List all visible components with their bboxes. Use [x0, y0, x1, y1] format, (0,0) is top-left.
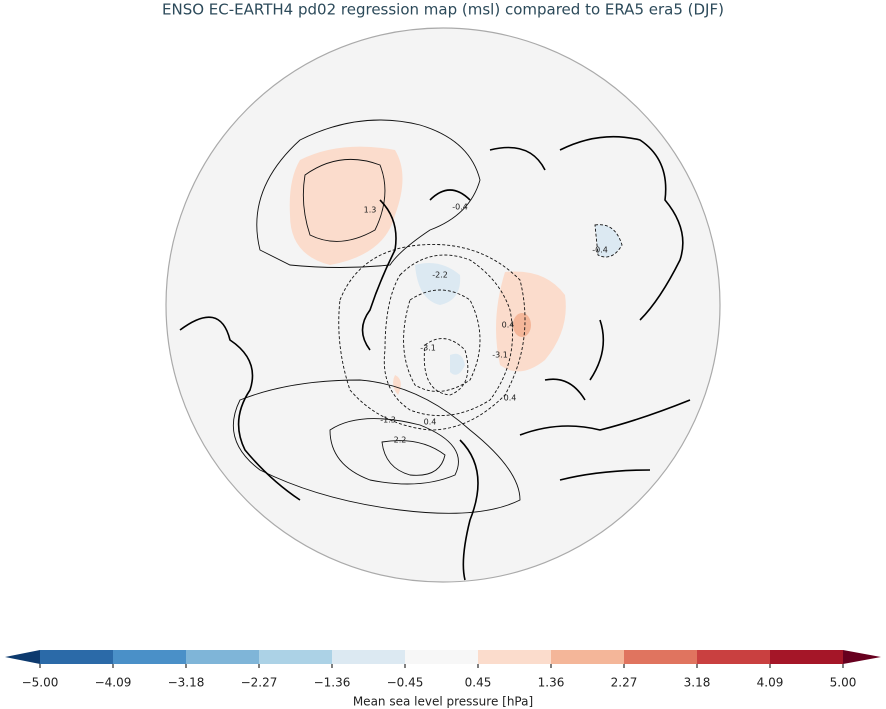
contour	[329, 418, 459, 485]
colorbar-tick-label: 2.27	[611, 676, 638, 690]
colorbar-segment	[405, 650, 478, 664]
colorbar-tick-label: 0.45	[465, 676, 492, 690]
contour-label: -3.1	[492, 351, 508, 360]
contour	[381, 440, 446, 476]
colorbar-extend-low	[5, 650, 40, 664]
colorbar-tick-label: −1.36	[314, 676, 351, 690]
contour-label: 2.2	[394, 436, 407, 445]
contour-label: -2.2	[432, 271, 448, 280]
colorbar-tick-label: −2.27	[241, 676, 278, 690]
contour	[594, 224, 623, 258]
colorbar-segment	[332, 650, 405, 664]
anomaly-negative	[450, 353, 465, 375]
colorbar-tick-label: −4.09	[95, 676, 132, 690]
anomaly-positive	[513, 313, 531, 337]
colorbar-label: Mean sea level pressure [hPa]	[353, 695, 533, 709]
anomaly-negative	[595, 224, 622, 258]
contour-label: -3.1	[420, 344, 436, 353]
colorbar-tick-label: −5.00	[22, 676, 59, 690]
map-disc	[165, 27, 721, 583]
anomaly-positive	[289, 146, 403, 265]
contour	[423, 338, 469, 396]
colorbar-tick-label: 3.18	[684, 676, 711, 690]
contour	[338, 244, 526, 431]
contour	[302, 158, 386, 242]
map: 1.3 -0.4 -2.2 -3.1 -3.1 0.4 0.4 -1.3 0.4…	[165, 27, 721, 583]
colorbar-segment	[259, 650, 332, 664]
colorbar-segment	[113, 650, 186, 664]
colorbar-tick-label: 5.00	[830, 676, 857, 690]
colorbar-segment	[770, 650, 843, 664]
colorbar-segment	[551, 650, 624, 664]
colorbar-tick-label: 4.09	[757, 676, 784, 690]
contour-label: -0.4	[452, 203, 468, 212]
colorbar-tick-label: −3.18	[168, 676, 205, 690]
contour-label: -1.3	[380, 416, 396, 425]
contour	[256, 119, 481, 268]
colorbar-extend-high	[843, 650, 881, 664]
colorbar-segment	[478, 650, 551, 664]
contour	[383, 254, 513, 417]
colorbar-segment	[186, 650, 259, 664]
colorbar-segment	[624, 650, 697, 664]
colorbar-segment	[40, 650, 113, 664]
colorbar: −5.00 −4.09 −3.18 −2.27 −1.36 −0.45 0.45 1.36 2.…	[5, 650, 881, 690]
anomaly-positive	[393, 375, 401, 395]
title: ENSO EC-EARTH4 pd02 regression map (msl)…	[162, 1, 724, 19]
contour-label: 0.4	[504, 394, 517, 403]
contour-label: 0.4	[502, 321, 515, 330]
contour-label: 0.4	[424, 418, 437, 427]
contour-label: -0.4	[592, 246, 608, 255]
colorbar-segment	[697, 650, 770, 664]
anomaly-negative	[415, 262, 461, 305]
colorbar-tick-label: 1.36	[538, 676, 565, 690]
anomaly-positive	[496, 271, 566, 372]
colorbar-tick-label: −0.45	[387, 676, 424, 690]
contour	[403, 289, 481, 392]
contour-label: 1.3	[364, 206, 377, 215]
coastline	[179, 135, 691, 581]
